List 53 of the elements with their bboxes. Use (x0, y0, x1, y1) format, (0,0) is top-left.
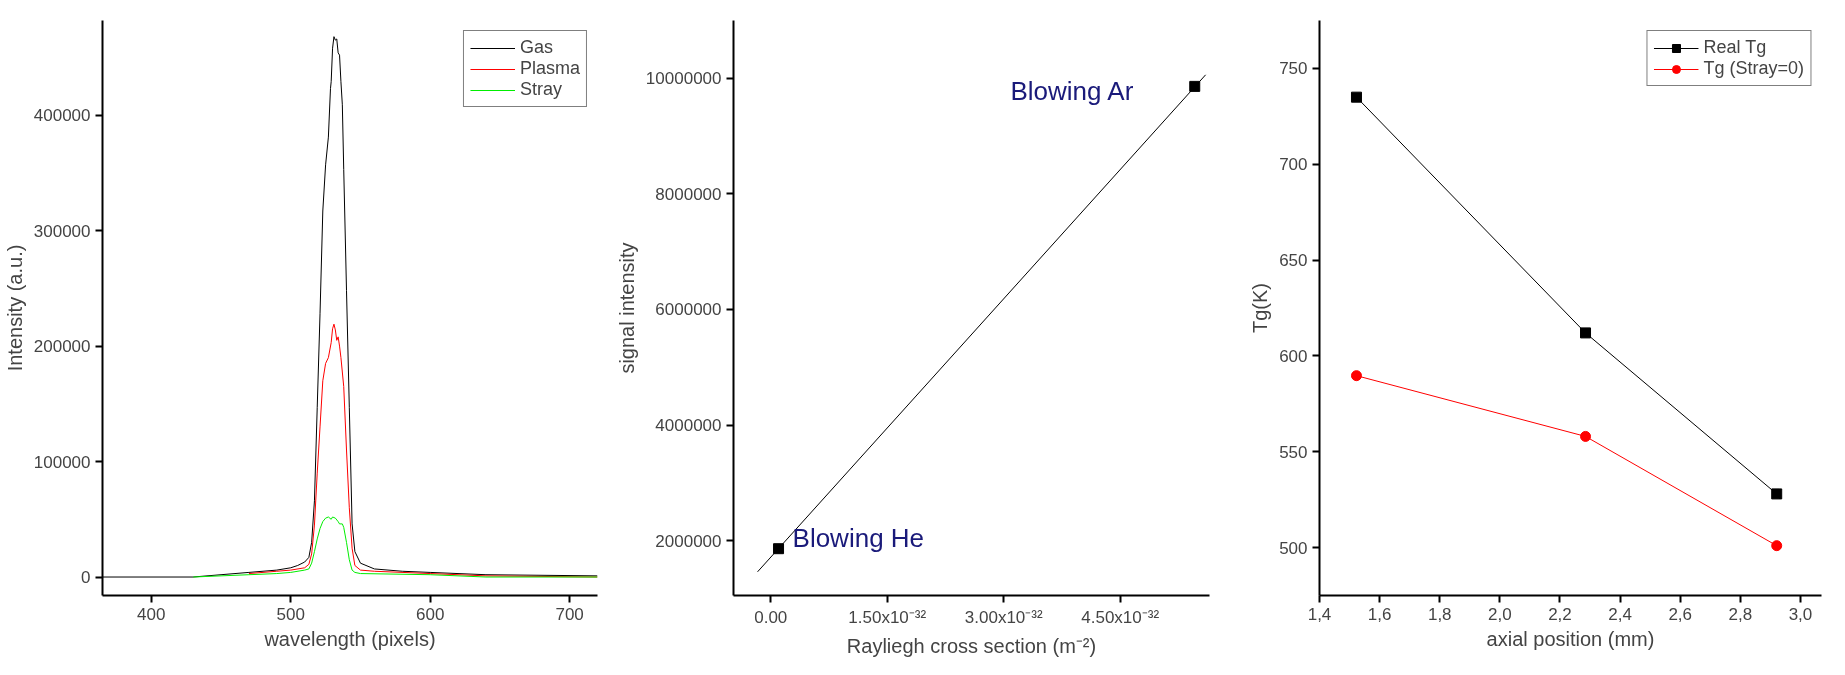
y-axis-title: Tg(K) (1249, 283, 1272, 333)
annotation: Blowing Ar (1010, 76, 1134, 107)
point (1771, 540, 1783, 552)
y-tick-label: 200000 (33, 337, 91, 357)
legend-label: Gas (519, 37, 553, 58)
y-tick-label: 550 (1279, 442, 1308, 462)
x-tick-label: 600 (415, 604, 445, 624)
point (1771, 488, 1783, 500)
line-series (192, 516, 598, 578)
point (1580, 430, 1592, 442)
y-tick-label: 400000 (33, 106, 91, 126)
y-axis-title: signal intensity (615, 242, 638, 374)
y-tick-label: 300000 (33, 221, 91, 241)
y-tick-label: 10000000 (645, 69, 722, 89)
x-tick-label: 3.00x10⁻³² (964, 607, 1043, 627)
y-tick-label: 0 (81, 568, 91, 588)
y-tick-label: 650 (1279, 251, 1308, 271)
y-tick-label: 6000000 (655, 300, 722, 320)
x-tick-label: 2,2 (1548, 604, 1572, 624)
x-tick-label: 1,6 (1367, 604, 1392, 624)
legend-label: Plasma (519, 58, 580, 79)
x-tick-label: 2,8 (1728, 604, 1753, 624)
x-tick-label: 2,4 (1608, 604, 1632, 624)
x-tick-label: 500 (276, 604, 305, 624)
x-tick-label: 2,0 (1488, 604, 1512, 624)
x-tick-label: 4.50x10⁻³² (1081, 607, 1160, 627)
x-tick-label: 1,8 (1427, 604, 1452, 624)
annotation: Blowing He (792, 522, 925, 553)
x-tick-label: 700 (555, 604, 584, 624)
legend-label: Stray (519, 79, 562, 100)
y-tick-label: 4000000 (655, 416, 722, 436)
y-tick-label: 600 (1279, 346, 1308, 366)
y-tick-label: 2000000 (655, 531, 722, 551)
point (1580, 327, 1592, 339)
x-axis-title: axial position (mm) (1486, 627, 1655, 650)
x-tick-label: 400 (137, 604, 166, 624)
point (1350, 370, 1362, 382)
y-tick-label: 100000 (33, 452, 91, 472)
y-tick-label: 8000000 (655, 184, 722, 204)
x-tick-label: 2,6 (1668, 604, 1693, 624)
legend-label: Real Tg (1703, 37, 1767, 58)
x-axis-title: Rayliegh cross section (m⁻²) (846, 634, 1097, 657)
y-axis-title: Intensity (a.u.) (3, 244, 26, 372)
y-tick-label: 750 (1279, 59, 1308, 79)
x-axis-title: wavelength (pixels) (263, 627, 436, 650)
x-tick-label: 1,4 (1307, 604, 1332, 624)
x-tick-label: 3,0 (1788, 604, 1813, 624)
legend-label: Tg (Stray=0) (1703, 58, 1804, 79)
x-tick-label: 1.50x10⁻³² (848, 607, 927, 627)
y-tick-label: 500 (1279, 538, 1308, 558)
y-tick-label: 700 (1279, 155, 1308, 175)
x-tick-label: 0.00 (754, 607, 788, 627)
point (1350, 91, 1362, 103)
